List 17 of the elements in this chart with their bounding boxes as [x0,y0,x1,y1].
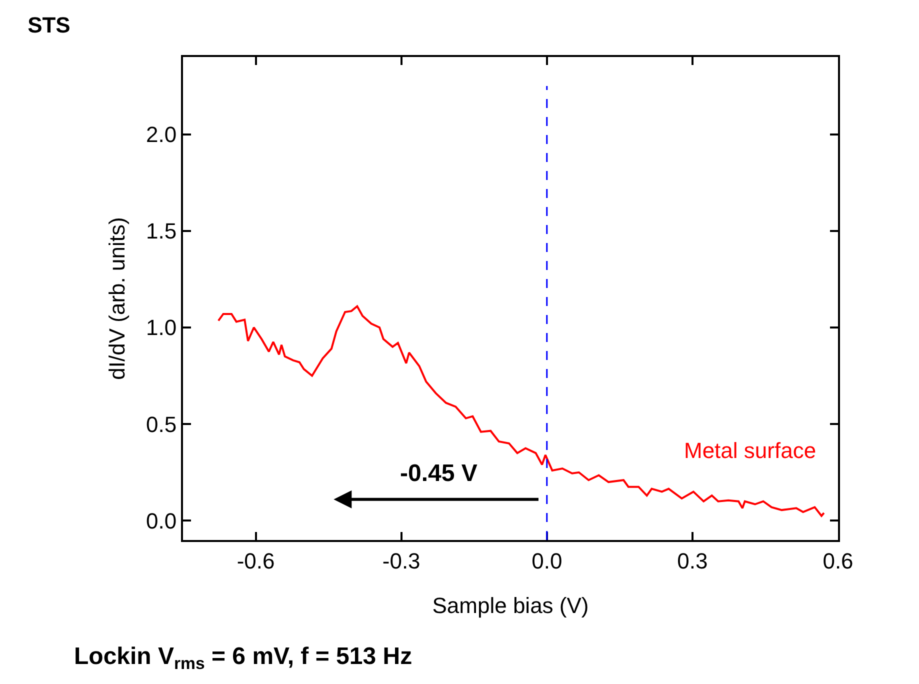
annotation: -0.45 V [400,460,478,487]
text: Lockin V$_{rms}$ = 6 mV, f = 513 Hz [74,643,412,674]
y-tick-label: 1.5 [146,218,177,244]
x-tick-label: -0.3 [382,548,420,574]
y-tick-label: 0.0 [146,508,177,534]
chart-title: STS [28,12,70,38]
x-tick-label: 0.0 [532,548,562,574]
series-label: Metal surface [684,438,816,463]
x-tick-label: 0.3 [677,548,708,574]
y-tick-label: 1.0 [146,315,177,340]
y-tick-label: 2.0 [146,122,177,147]
line-series [217,305,825,517]
x-tick-label: -0.6 [236,548,275,574]
x-axis-title: Sample bias (V) [432,592,589,618]
y-axis-title: dI/dV (arb. units) [104,217,130,380]
x-tick-label: 0.6 [822,548,854,574]
y-tick-label: 0.5 [146,412,177,437]
